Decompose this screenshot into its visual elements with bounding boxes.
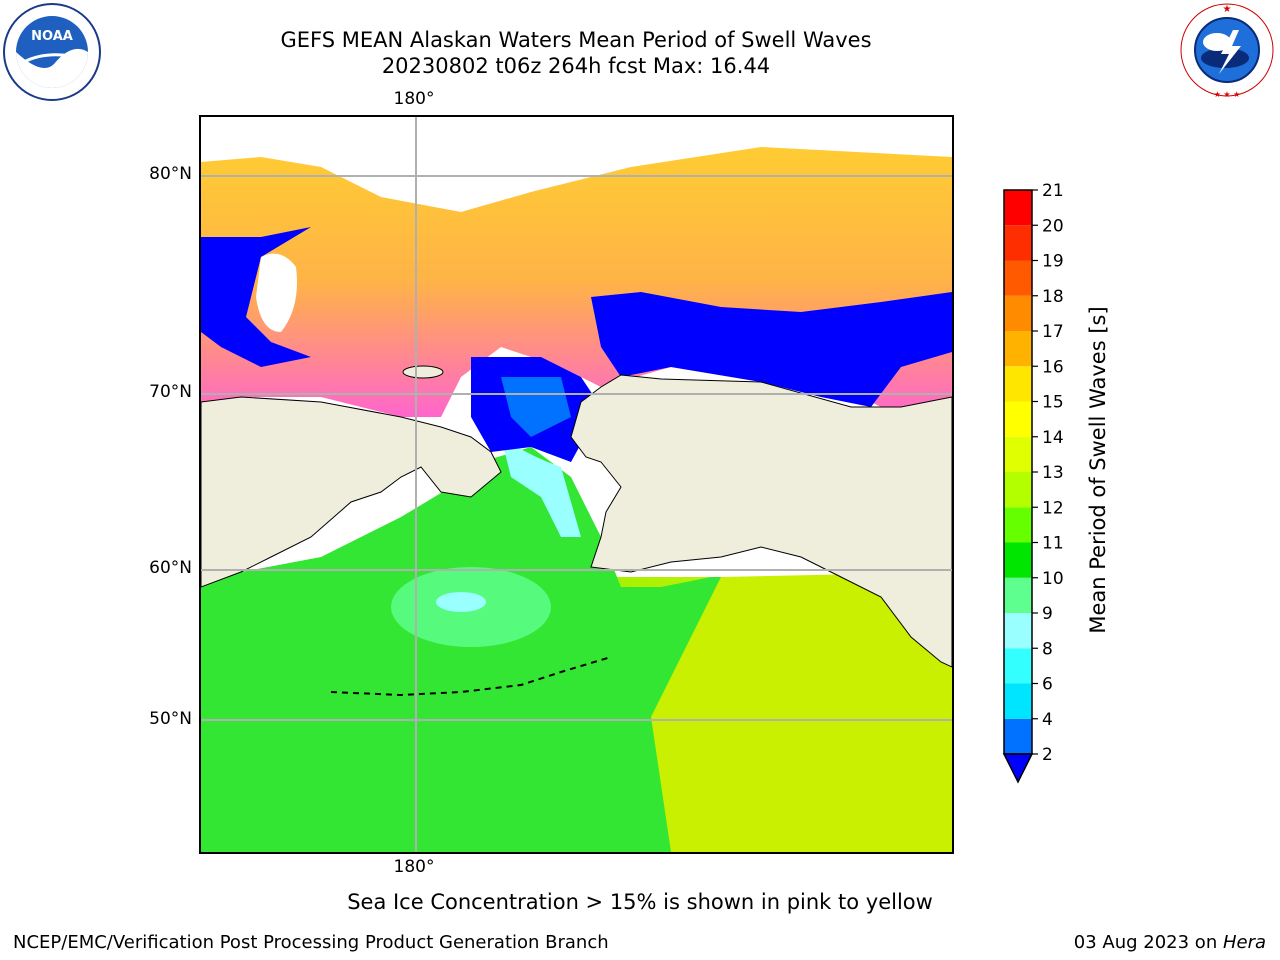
footer-date-text: 03 Aug 2023 on (1073, 932, 1223, 953)
lat-label-50n: 50°N (149, 709, 192, 729)
colorbar-tick-label: 21 (1042, 181, 1064, 201)
colorbar-segment (1004, 436, 1032, 472)
colorbar-segment (1004, 366, 1032, 402)
colorbar-tick-label: 15 (1042, 393, 1064, 413)
colorbar-segment (1004, 683, 1032, 719)
colorbar-segment (1004, 295, 1032, 331)
colorbar-tick-label: 12 (1042, 498, 1064, 518)
footer-credit: NCEP/EMC/Verification Post Processing Pr… (13, 932, 609, 953)
svg-text:★: ★ (1223, 4, 1232, 15)
open-water-blue-west (201, 227, 311, 367)
colorbar-segment (1004, 401, 1032, 437)
lon-label-top: 180° (393, 89, 435, 109)
chart-title: GEFS MEAN Alaskan Waters Mean Period of … (280, 28, 872, 52)
no-data-patch (256, 253, 297, 332)
colorbar-segment (1004, 577, 1032, 613)
bering-strait-swell (501, 437, 581, 537)
lat-label-80n: 80°N (149, 164, 192, 184)
land-siberia (201, 396, 502, 588)
colorbar-tick-label: 8 (1042, 639, 1053, 659)
colorbar-tick-label: 4 (1042, 710, 1053, 730)
swell-2-4-chukchi (501, 377, 571, 437)
lon-label-bottom: 180° (393, 857, 435, 877)
sea-ice-caption: Sea Ice Concentration > 15% is shown in … (347, 890, 933, 914)
footer-host: Hera (1222, 932, 1266, 953)
colorbar-tick-label: 19 (1042, 252, 1064, 272)
land-alaska (570, 374, 952, 668)
map-panel (199, 115, 954, 854)
colorbar-tick-label: 16 (1042, 357, 1064, 377)
colorbar-segment (1004, 507, 1032, 543)
footer-date: 03 Aug 2023 on Hera (1074, 932, 1266, 953)
nws-logo: ★ ★ ★ ★ (1177, 0, 1277, 100)
colorbar-tick-label: 2 (1042, 745, 1053, 765)
swell-8-9-zone (436, 592, 486, 612)
colorbar-tick-label: 20 (1042, 216, 1064, 236)
lat-label-60n: 60°N (149, 558, 192, 578)
svg-text:★ ★ ★: ★ ★ ★ (1214, 90, 1241, 99)
ocean-gulf-of-alaska (651, 572, 952, 852)
colorbar-segment (1004, 331, 1032, 367)
colorbar-segment (1004, 648, 1032, 684)
wrangel-island (402, 365, 444, 379)
colorbar-segment (1004, 542, 1032, 578)
colorbar-segment (1004, 190, 1032, 226)
colorbar-segment (1004, 472, 1032, 508)
colorbar-extend-arrow (1002, 753, 1034, 784)
graticule (201, 117, 952, 852)
colorbar-segment (1004, 718, 1032, 754)
colorbar-tick-label: 6 (1042, 675, 1053, 695)
colorbar-tick-label: 11 (1042, 534, 1064, 554)
colorbar-tick-label: 17 (1042, 322, 1064, 342)
chart-subtitle: 20230802 t06z 264h fcst Max: 16.44 (381, 54, 771, 78)
aleutian-islands (330, 656, 612, 697)
colorbar-tick-label: 10 (1042, 569, 1064, 589)
open-water-blue-beaufort (591, 292, 952, 407)
colorbar-tick-label: 9 (1042, 604, 1053, 624)
colorbar: 2 4 6 8 9 10 11 12 13 14 15 16 17 18 19 20 21 (990, 180, 1120, 790)
colorbar-segment (1004, 225, 1032, 261)
colorbar-tick-label: 13 (1042, 463, 1064, 483)
colorbar-label: Mean Period of Swell Waves [s] (1086, 306, 1110, 634)
colorbar-tick-label: 14 (1042, 428, 1064, 448)
lat-label-70n: 70°N (149, 382, 192, 402)
colorbar-tick-label: 18 (1042, 287, 1064, 307)
noaa-logo-text: NOAA (31, 29, 73, 44)
colorbar-segment (1004, 260, 1032, 296)
colorbar-segment (1004, 613, 1032, 649)
noaa-logo: NOAA (2, 2, 102, 102)
